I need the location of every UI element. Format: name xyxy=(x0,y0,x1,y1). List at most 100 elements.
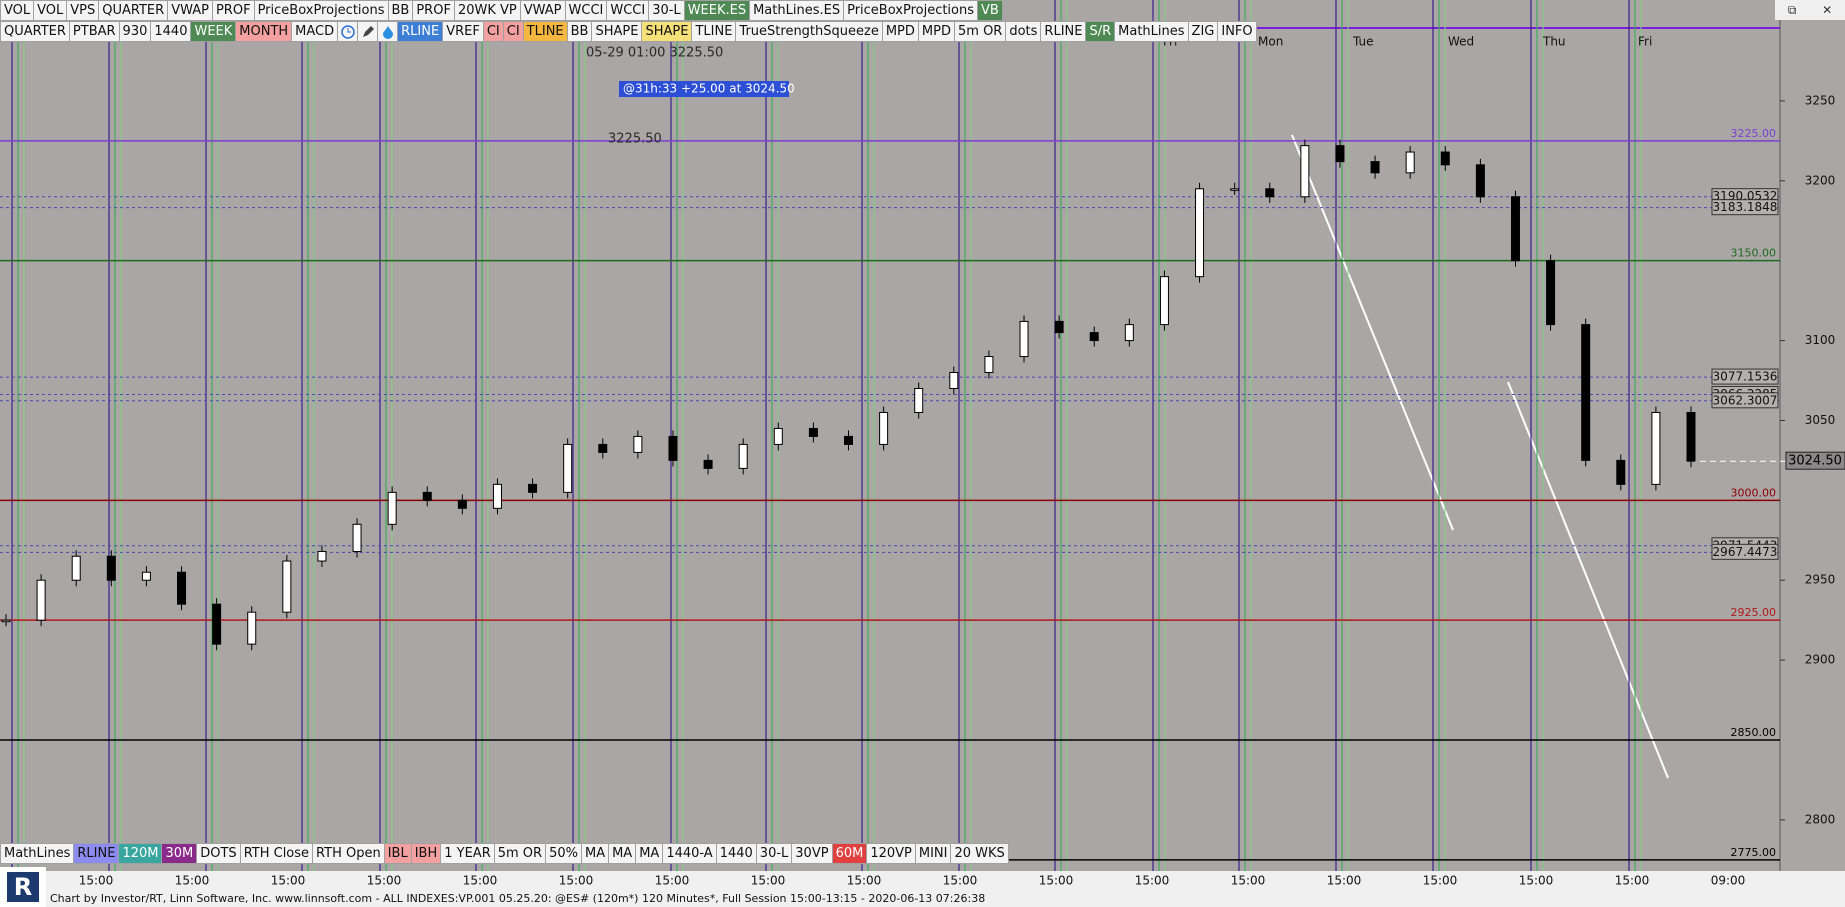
toolbar-button[interactable]: 1 YEAR xyxy=(440,843,495,864)
toolbar-button[interactable]: RLINE xyxy=(1040,21,1087,42)
toolbar-button[interactable]: MA xyxy=(608,843,637,864)
toolbar-button[interactable]: CI xyxy=(502,21,524,42)
toolbar-button[interactable]: 30-L xyxy=(755,843,793,864)
toolbar-button[interactable]: 930 xyxy=(118,21,152,42)
toolbar-button[interactable]: VPS xyxy=(66,0,100,21)
toolbar-button[interactable]: RLINE xyxy=(397,21,444,42)
toolbar-button[interactable]: MPD xyxy=(917,21,955,42)
toolbar-button[interactable]: MONTH xyxy=(235,21,293,42)
toolbar-button[interactable]: TLINE xyxy=(691,21,737,42)
candle xyxy=(387,491,397,525)
toolbar-button[interactable]: QUARTER xyxy=(0,21,70,42)
toolbar-button[interactable]: VB xyxy=(977,0,1003,21)
toolbar-button[interactable]: RTH Close xyxy=(239,843,314,864)
toolbar-button[interactable]: WCCI xyxy=(606,0,650,21)
toolbar-button[interactable]: WEEK xyxy=(190,21,237,42)
toolbar-button[interactable]: BB xyxy=(566,21,593,42)
pencil-icon[interactable] xyxy=(357,21,379,42)
toolbar-button[interactable]: IBL xyxy=(383,843,412,864)
toolbar-button[interactable]: CI xyxy=(482,21,504,42)
candle xyxy=(1475,164,1485,198)
toolbar-button[interactable]: TLINE xyxy=(522,21,568,42)
level-box xyxy=(1711,368,1779,385)
day-label: Tue xyxy=(1352,35,1374,49)
candle xyxy=(808,427,818,437)
candle xyxy=(492,483,502,509)
toolbar-button[interactable]: RLINE xyxy=(73,843,120,864)
candle xyxy=(212,603,222,645)
toolbar-button[interactable]: ZIG xyxy=(1187,21,1219,42)
toolbar-button[interactable]: MathLines xyxy=(1114,21,1189,42)
toolbar-button[interactable]: MathLines.ES xyxy=(749,0,845,21)
toolbar-button[interactable]: VOL xyxy=(0,0,35,21)
toolbar-button[interactable]: 30-L xyxy=(648,0,685,21)
annotation: 05-29 01:00 3225.50 xyxy=(586,46,723,61)
toolbar-button[interactable]: QUARTER xyxy=(98,0,169,21)
toolbar-button[interactable]: WCCI xyxy=(564,0,608,21)
toolbar-button[interactable]: VOL xyxy=(33,0,68,21)
toolbar-second: QUARTER PTBAR 930 1440 WEEK MONTH MACD RLINE VR… xyxy=(0,21,1257,42)
toolbar-button[interactable]: dots xyxy=(1005,21,1042,42)
toolbar-button[interactable]: 120M xyxy=(118,843,163,864)
toolbar-button[interactable]: 50% xyxy=(545,843,582,864)
toolbar-button[interactable]: 1440-A xyxy=(662,843,717,864)
candle xyxy=(984,356,994,374)
annotation: @31h:33 +25.00 at 3024.50 xyxy=(623,82,795,96)
toolbar-button[interactable]: S/R xyxy=(1085,21,1116,42)
toolbar-button[interactable]: PTBAR xyxy=(68,21,120,42)
toolbar-button[interactable]: SHAPE xyxy=(591,21,643,42)
svg-text:R: R xyxy=(14,873,32,901)
toolbar-button[interactable]: RTH Open xyxy=(312,843,385,864)
toolbar-button[interactable]: BB xyxy=(387,0,414,21)
toolbar-button[interactable]: VWAP xyxy=(519,0,566,21)
toolbar-button[interactable]: 20WK VP xyxy=(453,0,521,21)
toolbar-button[interactable]: PriceBoxProjections xyxy=(253,0,389,21)
time-label: 15:00 xyxy=(847,874,882,888)
toolbar-button[interactable]: DOTS xyxy=(196,843,241,864)
candle xyxy=(1405,151,1415,174)
candle xyxy=(282,560,292,613)
toolbar-button[interactable]: PROF xyxy=(211,0,255,21)
toolbar-button[interactable]: PROF xyxy=(412,0,455,21)
toolbar-button[interactable]: VWAP xyxy=(167,0,213,21)
toolbar-button[interactable]: 30M xyxy=(161,843,198,864)
toolbar-button[interactable]: 1440 xyxy=(150,21,192,42)
toolbar-button[interactable]: PriceBoxProjections xyxy=(843,0,979,21)
candle xyxy=(1616,459,1626,485)
drop-icon[interactable] xyxy=(377,21,399,42)
toolbar-button[interactable]: 120VP xyxy=(866,843,916,864)
toolbar-button[interactable]: 1440 xyxy=(715,843,757,864)
day-label: Mon xyxy=(1258,35,1283,49)
toolbar-button[interactable]: WEEK.ES xyxy=(683,0,751,21)
candle xyxy=(1195,188,1205,278)
toolbar-button[interactable]: MACD xyxy=(291,21,339,42)
toolbar-button[interactable]: 5m OR xyxy=(954,21,1007,42)
toolbar-button[interactable]: TrueStrengthSqueeze xyxy=(735,21,883,42)
toolbar-button[interactable]: VREF xyxy=(442,21,484,42)
toolbar-button[interactable]: MINI xyxy=(914,843,952,864)
day-label: Thu xyxy=(1542,35,1566,49)
candle xyxy=(949,372,959,390)
level-label: 2775.00 xyxy=(1731,846,1777,859)
toolbar-button[interactable]: MA xyxy=(635,843,664,864)
candle xyxy=(106,555,116,581)
toolbar-button[interactable]: SHAPE xyxy=(641,21,693,42)
toolbar-bottom: MathLines RLINE 120M 30M DOTS RTH Close RTH Op… xyxy=(0,843,1009,864)
candle xyxy=(703,459,713,469)
time-label: 15:00 xyxy=(1039,874,1074,888)
candle xyxy=(247,611,257,645)
time-label: 15:00 xyxy=(943,874,978,888)
toolbar-button[interactable]: MPD xyxy=(881,21,919,42)
window-controls[interactable]: ⧉ ✕ xyxy=(1775,0,1845,20)
toolbar-button[interactable]: 20 WKS xyxy=(950,843,1009,864)
toolbar-button[interactable]: MA xyxy=(580,843,610,864)
clock-icon[interactable] xyxy=(337,21,359,42)
candle xyxy=(738,443,748,469)
toolbar-button[interactable]: IBH xyxy=(410,843,442,864)
toolbar-button[interactable]: 60M xyxy=(831,843,868,864)
toolbar-button[interactable]: MathLines xyxy=(0,843,75,864)
day-label: Wed xyxy=(1448,35,1474,49)
toolbar-button[interactable]: 30VP xyxy=(791,843,833,864)
toolbar-button[interactable]: 5m OR xyxy=(493,843,547,864)
toolbar-button[interactable]: INFO xyxy=(1217,21,1257,42)
